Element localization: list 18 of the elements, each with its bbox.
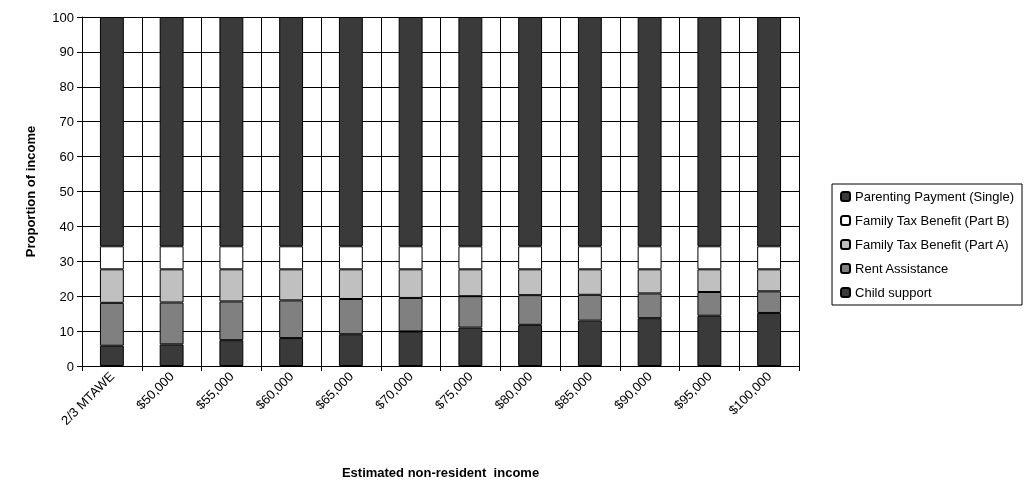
y-tick-label: 10 <box>59 323 74 339</box>
legend-label: Family Tax Benefit (Part B) <box>855 213 1010 228</box>
y-tick-label: 80 <box>59 79 74 95</box>
y-tick-label: 70 <box>59 114 74 130</box>
y-tick-label: 50 <box>59 184 74 199</box>
y-tick-label: 90 <box>59 44 74 60</box>
x-axis-title: Estimated non-resident income <box>341 465 540 480</box>
y-tick-label: 40 <box>59 218 74 234</box>
y-tick-label: 60 <box>59 149 74 165</box>
y-tick-label: 20 <box>59 288 74 304</box>
y-tick-label: 100 <box>52 9 74 25</box>
y-tick-label: 30 <box>59 253 74 269</box>
legend-label: Child support <box>855 285 933 300</box>
y-axis-title: Proportion of income <box>23 125 38 258</box>
legend-label: Rent Assistance <box>855 261 949 276</box>
legend-label: Parenting Payment (Single) <box>855 189 1015 204</box>
y-tick-label: 0 <box>66 358 74 374</box>
legend-label: Family Tax Benefit (Part A) <box>855 237 1009 252</box>
